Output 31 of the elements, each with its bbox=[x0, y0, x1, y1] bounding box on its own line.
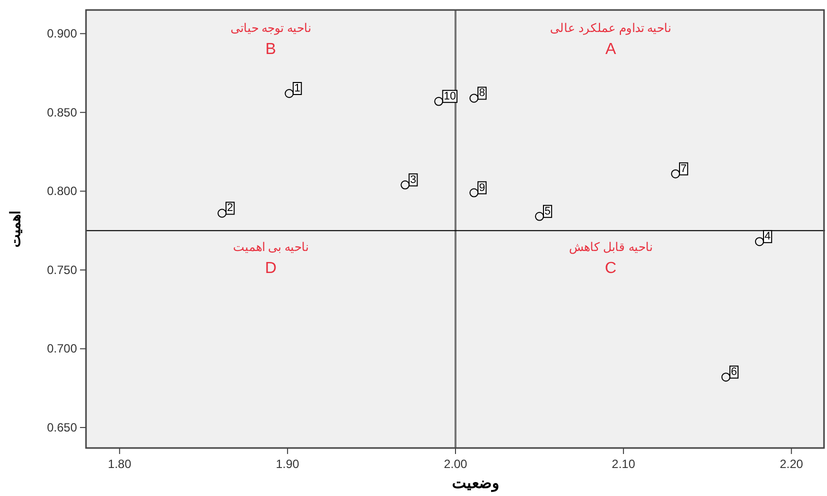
annotation: 10 bbox=[444, 90, 456, 102]
annotation: 1 bbox=[294, 82, 300, 95]
annotation: ناحیه بی اهمیت bbox=[232, 240, 309, 254]
y-tick-label: 0.850 bbox=[46, 105, 78, 120]
x-tick-label: 1.80 bbox=[108, 457, 132, 471]
annotation: 6 bbox=[730, 366, 738, 378]
x-tick-label: 2.20 bbox=[780, 457, 804, 471]
annotation: 9 bbox=[478, 182, 486, 194]
annotation: 4 bbox=[764, 230, 771, 243]
annotation: ناحیه قابل کاهش bbox=[568, 240, 653, 254]
annotation: ناحیه توجه حیاتی bbox=[230, 20, 312, 35]
x-tick-label: 1.90 bbox=[276, 457, 300, 471]
x-tick-label: 2.10 bbox=[612, 457, 636, 471]
annotation: 3 bbox=[410, 174, 416, 186]
y-tick-label: 0.900 bbox=[46, 26, 78, 41]
y-tick-label: 0.700 bbox=[46, 342, 78, 356]
y-tick-label: 0.800 bbox=[46, 184, 78, 198]
annotation: 2 bbox=[227, 202, 234, 214]
annotation: 8 bbox=[478, 87, 486, 100]
annotation: D bbox=[264, 260, 277, 277]
annotation: A bbox=[605, 40, 616, 58]
y-tick-label: 0.750 bbox=[46, 262, 78, 277]
annotation: 5 bbox=[544, 205, 551, 218]
x-tick-label: 2.00 bbox=[444, 457, 468, 471]
annotation: C bbox=[604, 260, 616, 277]
y-tick-label: 0.650 bbox=[46, 420, 78, 435]
x-axis-title: وضعیت bbox=[452, 475, 499, 492]
y-axis-title: اهمیت bbox=[7, 210, 23, 248]
annotation: ناحیه تداوم عملکرد عالی bbox=[550, 20, 672, 35]
annotation: B bbox=[265, 40, 276, 58]
annotation: 7 bbox=[680, 162, 687, 175]
